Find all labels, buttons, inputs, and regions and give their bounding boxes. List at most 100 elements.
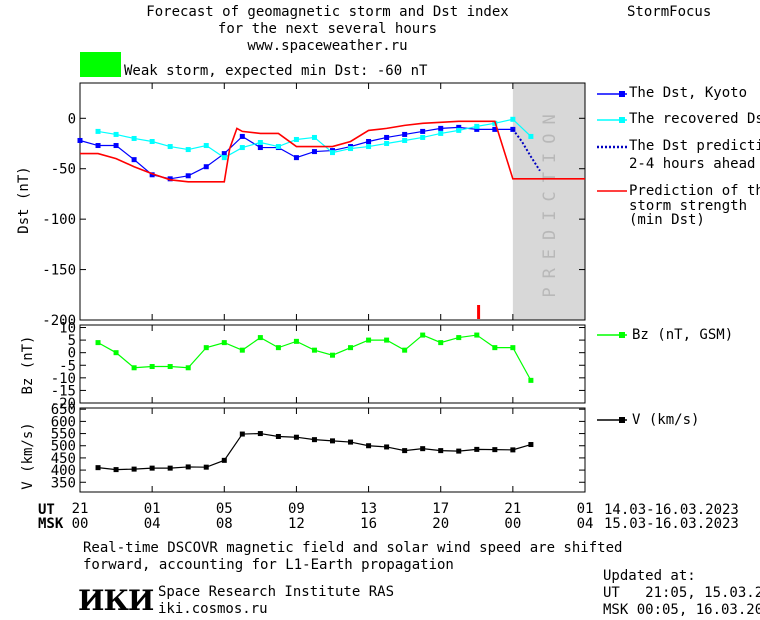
dst-point: [348, 146, 354, 152]
ut-tick-label: 17: [432, 501, 449, 517]
dst-point: [456, 124, 462, 130]
bz-ytick-label: 0: [68, 346, 76, 362]
bz-ytick-label: -10: [51, 371, 76, 387]
v-point: [492, 447, 498, 453]
chart-title-line-2: for the next several hours: [217, 21, 438, 37]
dst-point: [366, 138, 372, 144]
legend-bz-marker: [619, 332, 625, 338]
bz-point: [275, 345, 281, 351]
dst-point: [113, 143, 119, 149]
legend-kyoto-label: The Dst, Kyoto: [629, 85, 748, 101]
v-point: [203, 464, 209, 470]
source-note-line-2: forward, accounting for L1-Earth propaga…: [83, 557, 454, 573]
dst-point: [311, 134, 317, 140]
v-ytick-label: 500: [51, 439, 76, 455]
v-point: [239, 431, 245, 437]
updated-msk: MSK 00:05, 16.03.2023: [603, 602, 760, 618]
legend-bz-label: Bz (nT, GSM): [632, 327, 734, 343]
v-point: [366, 443, 372, 449]
legend-strength-label-1: Prediction of the: [629, 183, 760, 199]
msk-axis-label: MSK: [38, 516, 64, 532]
dst-ytick-label: -50: [51, 162, 76, 178]
bz-point: [131, 365, 137, 371]
dst-point: [239, 133, 245, 139]
bz-point: [257, 335, 263, 341]
dst-axis-title: Dst (nT): [16, 166, 32, 234]
ut-date-range: 14.03-16.03.2023: [604, 502, 739, 518]
v-point: [330, 438, 335, 444]
v-ytick-label: 350: [51, 475, 76, 491]
dst-frame: [79, 82, 586, 321]
v-ytick-label: 400: [51, 463, 76, 479]
bz-point: [528, 377, 534, 383]
bz-point: [420, 332, 426, 338]
storm-level-swatch: [80, 52, 121, 77]
v-frame: [79, 407, 586, 493]
ut-tick-label: 09: [288, 501, 305, 517]
strength-line: [80, 120, 585, 183]
dst-point: [167, 144, 173, 150]
ut-tick-label: 01: [144, 501, 161, 517]
dst-point: [384, 141, 390, 147]
legend-v-marker: [619, 417, 625, 423]
dst-point: [420, 134, 426, 140]
dst-point: [474, 126, 480, 132]
chart-title-line-1: Forecast of geomagnetic storm and Dst in…: [146, 4, 509, 20]
v-point: [510, 447, 516, 453]
bz-series-0: [95, 332, 534, 383]
dst-point: [456, 127, 462, 133]
ut-tick-label: 13: [360, 501, 377, 517]
msk-tick-label: 04: [577, 516, 594, 532]
dst-point: [149, 172, 155, 178]
dst-point: [77, 137, 83, 143]
ut-tick-label: 21: [72, 501, 89, 517]
bz-ytick-label: -15: [51, 383, 76, 399]
bz-point: [384, 337, 390, 343]
bz-point: [402, 347, 408, 353]
bz-frame: [79, 324, 586, 404]
updated-label: Updated at:: [603, 568, 696, 584]
dst-series-3: [80, 120, 585, 183]
v-point: [275, 433, 281, 439]
dst-point: [311, 149, 317, 155]
v-point: [456, 448, 462, 454]
dst-point: [203, 164, 209, 170]
bz-point: [492, 345, 498, 351]
dst-point: [438, 130, 444, 136]
v-point: [311, 437, 317, 443]
prediction-band: [512, 83, 585, 320]
v-point: [528, 442, 534, 448]
v-point: [474, 446, 480, 452]
v-point: [438, 448, 444, 454]
bz-ytick-label: 5: [68, 333, 76, 349]
v-point: [420, 446, 426, 452]
v-ytick-label: 600: [51, 414, 76, 430]
msk-tick-label: 20: [432, 516, 449, 532]
brand-name: StormFocus: [627, 4, 712, 20]
dst-point: [185, 173, 191, 179]
msk-date-range: 15.03-16.03.2023: [604, 516, 739, 532]
bz-axis-title: Bz (nT): [20, 335, 36, 395]
dst-ytick-label: -100: [42, 212, 76, 228]
dst-point: [257, 145, 263, 151]
v-ytick-label: 650: [51, 402, 76, 418]
bz-point: [348, 345, 354, 351]
legend-kyoto-marker: [619, 91, 625, 97]
bz-ytick-label: 10: [59, 321, 76, 337]
dst-point: [528, 133, 534, 139]
bz-point: [474, 332, 480, 338]
v-ytick-label: 450: [51, 451, 76, 467]
dst-point: [131, 135, 137, 141]
dst-point: [203, 143, 209, 149]
dst-point: [239, 145, 245, 151]
ut-tick-label: 05: [216, 501, 233, 517]
ut-axis-label: UT: [38, 502, 55, 518]
dst-point: [510, 116, 516, 122]
bz-ytick-label: -5: [59, 358, 76, 374]
chart-title-url: www.spaceweather.ru: [247, 38, 408, 54]
